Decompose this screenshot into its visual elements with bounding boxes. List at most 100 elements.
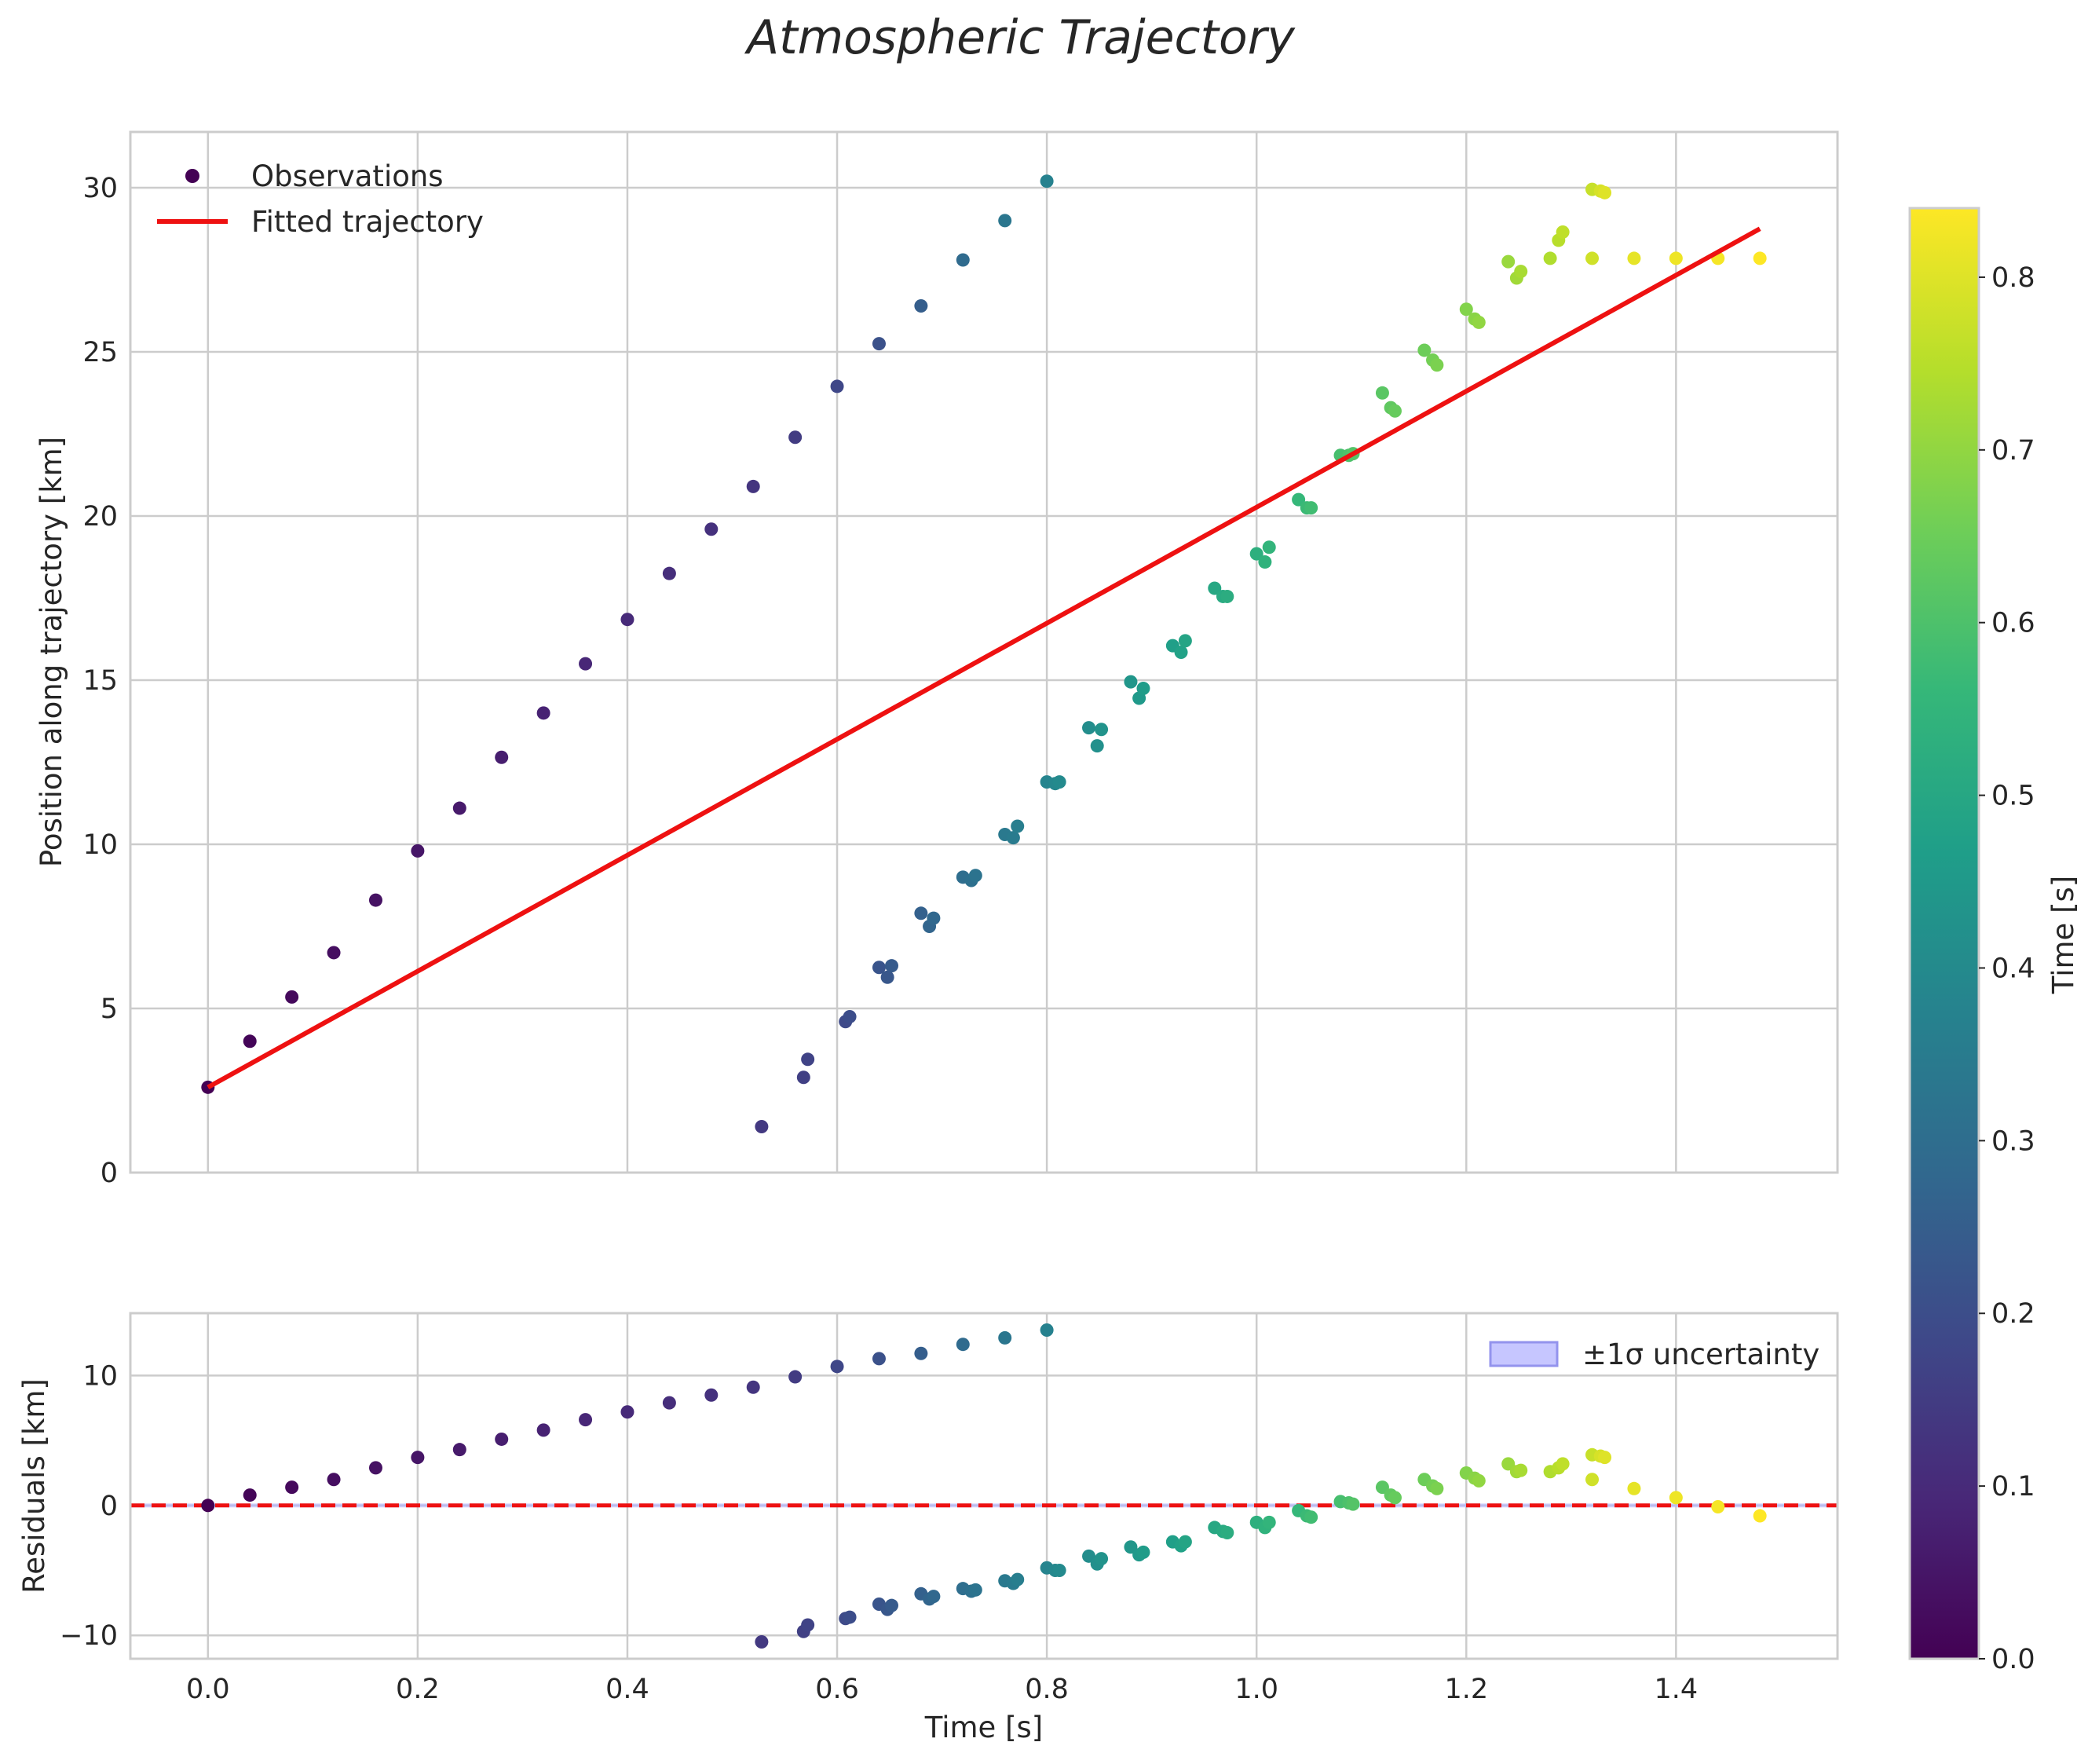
residual-point: [1753, 1509, 1767, 1523]
fitted-trajectory-line: [207, 226, 1761, 1089]
residual-point: [1136, 1545, 1150, 1559]
colorbar-ticks: 0.0 0.1 0.2 0.3 0.4 0.5 0.6 0.7 0.8: [1979, 262, 2035, 1675]
main-plot-panel: 0 5 10 15 20 25 30 Position along trajectory […: [35, 130, 1839, 1189]
main-plot-background: [130, 132, 1838, 1173]
observation-point: [1258, 555, 1272, 569]
residual-y-ticks: −10 0 10: [60, 1360, 118, 1652]
main-y-ticks: 0 5 10 15 20 25 30: [82, 173, 118, 1189]
residual-point: [327, 1473, 341, 1487]
observation-point: [914, 906, 928, 920]
x-tick-label: 1.4: [1655, 1674, 1699, 1705]
residual-y-tick-label: 0: [101, 1491, 118, 1522]
colorbar-tick-label: 0.0: [1991, 1644, 2035, 1675]
residual-point: [1598, 1451, 1612, 1465]
main-y-tick-label: 15: [82, 665, 118, 697]
residual-point: [1430, 1481, 1444, 1495]
observation-point: [285, 990, 299, 1004]
observation-point: [1417, 343, 1432, 357]
residual-point: [620, 1405, 634, 1419]
observation-point: [1220, 589, 1234, 603]
observation-point: [327, 946, 341, 960]
observation-point: [536, 706, 550, 720]
observation-point: [1430, 358, 1444, 372]
observation-point: [914, 299, 928, 313]
observation-point: [1011, 819, 1025, 833]
observation-point: [1178, 634, 1192, 648]
residual-point: [746, 1380, 760, 1394]
colorbar-tick-label: 0.7: [1991, 435, 2035, 467]
observation-point: [452, 801, 466, 815]
observation-point: [1174, 646, 1188, 659]
legend-uncertainty-patch: [1489, 1341, 1559, 1367]
observation-point: [1598, 185, 1612, 199]
residual-point: [1052, 1564, 1066, 1578]
main-y-axis-label: Position along trajectory [km]: [35, 437, 68, 867]
observation-point: [830, 379, 844, 393]
colorbar-tick-label: 0.3: [1991, 1125, 2035, 1157]
observation-point: [872, 961, 886, 975]
residual-point: [452, 1443, 466, 1457]
chart-title: Atmospheric Trajectory: [744, 10, 1296, 65]
observation-point: [968, 869, 982, 883]
observation-point: [755, 1119, 769, 1133]
residual-point: [927, 1590, 941, 1604]
x-axis-label: Time [s]: [924, 1711, 1043, 1744]
residual-point: [801, 1618, 815, 1632]
observation-point: [1472, 315, 1486, 329]
main-y-tick-label: 30: [82, 173, 118, 204]
observation-point: [411, 844, 425, 858]
colorbar-tick-label: 0.6: [1991, 608, 2035, 639]
observation-point: [1753, 251, 1767, 265]
residual-point: [1095, 1552, 1109, 1566]
observation-point: [927, 911, 941, 925]
observation-point: [368, 893, 382, 907]
main-y-tick-label: 5: [101, 994, 118, 1025]
observation-point: [1082, 721, 1096, 735]
observation-point: [1556, 225, 1570, 239]
legend-uncertainty-label: ±1σ uncertainty: [1582, 1338, 1819, 1371]
colorbar: 0.0 0.1 0.2 0.3 0.4 0.5 0.6 0.7 0.8 Time [s]: [1908, 207, 2080, 1675]
observation-point: [998, 214, 1012, 228]
residual-point: [243, 1488, 257, 1502]
observation-point: [843, 1009, 857, 1023]
observation-point: [1292, 492, 1306, 507]
residual-point: [1375, 1480, 1389, 1495]
observation-point: [620, 613, 634, 627]
residual-point: [495, 1432, 509, 1446]
observation-point: [1095, 723, 1109, 737]
residual-point: [1346, 1497, 1360, 1511]
residual-plot-panel: −10 0 10 0.0 0.2 0.4 0.6 0.8 1.0 1.2 1.4 Time [s]…: [17, 1312, 1839, 1744]
colorbar-tick-label: 0.4: [1991, 953, 2035, 984]
residual-point: [1082, 1549, 1096, 1563]
observation-point: [1501, 254, 1516, 269]
observation-point: [1040, 174, 1054, 188]
residual-point: [1514, 1463, 1528, 1477]
observation-point: [704, 522, 719, 536]
colorbar-tick-label: 0.5: [1991, 781, 2035, 812]
residual-point: [662, 1396, 676, 1410]
observation-point: [1136, 681, 1150, 695]
residual-point: [704, 1388, 719, 1402]
residual-point: [1220, 1526, 1234, 1540]
observation-point: [662, 566, 676, 580]
observation-point: [884, 959, 898, 973]
observation-point: [1627, 251, 1641, 265]
x-tick-label: 0.8: [1025, 1674, 1069, 1705]
residual-y-axis-label: Residuals [km]: [17, 1378, 51, 1594]
residual-point: [968, 1583, 982, 1597]
residual-plot-background: [130, 1313, 1838, 1659]
main-legend: Observations Fitted trajectory: [157, 159, 484, 239]
main-y-tick-label: 0: [101, 1158, 118, 1189]
residual-point: [998, 1330, 1012, 1345]
observation-point: [1388, 404, 1402, 418]
residual-point: [579, 1413, 593, 1427]
residual-point: [1627, 1481, 1641, 1495]
residual-point: [1388, 1491, 1402, 1505]
residual-y-tick-label: 10: [82, 1360, 118, 1392]
main-plot-frame: [129, 130, 1839, 1174]
residual-point: [788, 1370, 803, 1384]
residual-point: [1585, 1473, 1600, 1487]
observation-point: [788, 430, 803, 445]
observation-point: [1208, 581, 1222, 595]
